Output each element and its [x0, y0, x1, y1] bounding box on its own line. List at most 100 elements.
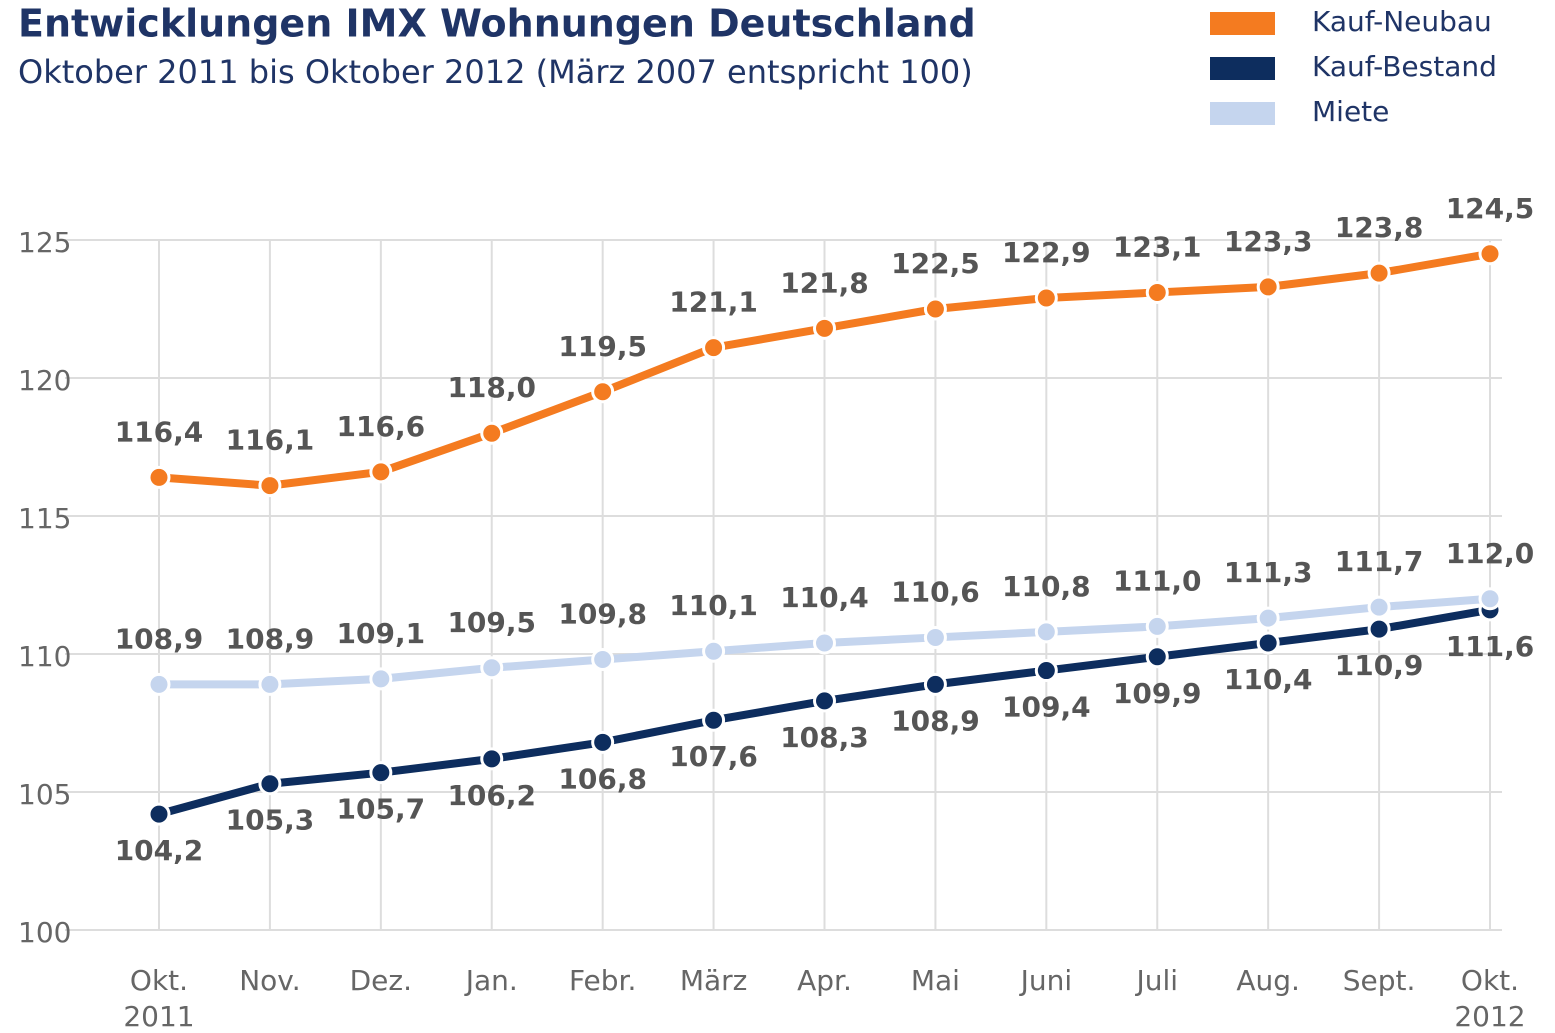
data-point	[1256, 606, 1280, 630]
legend-label: Kauf-Neubau	[1312, 5, 1492, 38]
chart-title: Entwicklungen IMX Wohnungen Deutschland	[18, 2, 976, 46]
x-tick-label: Okt. 2012	[1454, 964, 1525, 1033]
value-label: 111,7	[1335, 545, 1424, 578]
data-point	[702, 708, 726, 732]
x-tick-label: Jan.	[464, 964, 518, 997]
x-tick-label: Febr.	[569, 964, 636, 997]
value-label: 105,7	[337, 793, 426, 826]
value-label: 123,8	[1335, 211, 1424, 244]
chart-subtitle: Oktober 2011 bis Oktober 2012 (März 2007…	[18, 53, 973, 91]
value-label: 110,8	[1002, 570, 1091, 603]
data-point	[480, 421, 504, 445]
x-tick-label: Juli	[1134, 964, 1178, 997]
value-label: 123,3	[1224, 225, 1313, 258]
x-tick-label: Dez.	[350, 964, 412, 997]
value-label: 106,8	[558, 762, 647, 795]
x-tick-label: Apr.	[797, 964, 852, 997]
data-point	[147, 672, 171, 696]
value-label: 108,9	[226, 622, 315, 655]
value-label: 124,5	[1446, 192, 1535, 225]
x-tick-label: März	[680, 964, 748, 997]
value-label: 119,5	[558, 330, 647, 363]
value-label: 108,3	[780, 721, 869, 754]
value-label: 121,8	[780, 266, 869, 299]
legend-label: Kauf-Bestand	[1312, 50, 1497, 83]
x-tick-label: Nov.	[239, 964, 300, 997]
data-point	[1367, 617, 1391, 641]
x-tick-label: Aug.	[1236, 964, 1300, 997]
value-label: 122,5	[891, 247, 980, 280]
data-point	[480, 656, 504, 680]
y-tick-label: 105	[18, 778, 71, 811]
legend-swatch	[1210, 57, 1275, 80]
data-point	[369, 460, 393, 484]
data-point	[1478, 242, 1502, 266]
data-point	[1256, 275, 1280, 299]
data-point	[1367, 261, 1391, 285]
data-point	[1145, 280, 1169, 304]
data-point	[369, 761, 393, 785]
value-label: 108,9	[115, 622, 204, 655]
data-point	[813, 689, 836, 713]
value-label: 118,0	[447, 371, 536, 404]
value-label: 110,4	[1224, 663, 1313, 696]
value-label: 111,6	[1446, 630, 1535, 663]
x-tick-label: Sept.	[1343, 964, 1416, 997]
y-tick-label: 110	[18, 640, 71, 673]
legend-swatch	[1210, 102, 1275, 125]
data-point	[369, 667, 393, 691]
data-point	[1256, 631, 1280, 655]
value-label: 110,1	[669, 589, 758, 622]
data-point	[591, 730, 615, 754]
value-label: 108,9	[891, 704, 980, 737]
value-label: 111,3	[1224, 556, 1313, 589]
value-label: 110,4	[780, 581, 869, 614]
data-point	[258, 772, 282, 796]
value-label: 104,2	[115, 834, 204, 867]
y-tick-label: 100	[18, 916, 71, 949]
y-tick-label: 120	[18, 364, 71, 397]
x-tick-label: Mai	[911, 964, 960, 997]
value-label: 105,3	[226, 804, 315, 837]
value-label: 109,5	[447, 606, 536, 639]
value-label: 107,6	[669, 740, 758, 773]
value-label: 116,6	[337, 410, 426, 443]
value-label: 109,1	[337, 617, 426, 650]
data-point	[1145, 645, 1169, 669]
value-label: 122,9	[1002, 236, 1091, 269]
data-point	[1034, 659, 1058, 683]
y-tick-label: 115	[18, 502, 71, 535]
data-point	[813, 631, 836, 655]
data-point	[813, 316, 836, 340]
data-point	[147, 465, 171, 489]
value-label: 116,4	[115, 415, 204, 448]
data-point	[702, 336, 726, 360]
value-label: 112,0	[1446, 537, 1535, 570]
x-tick-label: Okt. 2011	[123, 964, 194, 1033]
value-label: 110,9	[1335, 649, 1424, 682]
legend-label: Miete	[1312, 95, 1389, 128]
data-point	[702, 639, 726, 663]
data-point	[258, 474, 282, 498]
data-point	[591, 648, 615, 672]
data-point	[1367, 595, 1391, 619]
data-point	[258, 672, 282, 696]
value-label: 111,0	[1113, 564, 1202, 597]
data-point	[923, 672, 947, 696]
data-point	[1478, 587, 1502, 611]
value-label: 121,1	[669, 286, 758, 319]
value-label: 116,1	[226, 424, 315, 457]
value-label: 109,4	[1002, 691, 1091, 724]
data-point	[1145, 614, 1169, 638]
data-point	[923, 625, 947, 649]
value-label: 110,6	[891, 575, 980, 608]
value-label: 106,2	[447, 779, 536, 812]
value-label: 109,9	[1113, 677, 1202, 710]
data-point	[923, 297, 947, 321]
value-label: 109,8	[558, 598, 647, 631]
value-label: 123,1	[1113, 230, 1202, 263]
data-point	[1034, 286, 1058, 310]
data-point	[480, 747, 504, 771]
data-point	[591, 380, 615, 404]
